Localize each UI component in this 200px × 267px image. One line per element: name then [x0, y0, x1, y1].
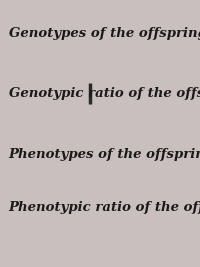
- Text: Genotypic ratio of the offspring:: Genotypic ratio of the offspring:: [9, 87, 200, 100]
- Text: Phenotypic ratio of the offspring:: Phenotypic ratio of the offspring:: [9, 201, 200, 214]
- Text: Phenotypes of the offspring:: Phenotypes of the offspring:: [9, 148, 200, 161]
- Text: Genotypes of the offspring:: Genotypes of the offspring:: [9, 27, 200, 40]
